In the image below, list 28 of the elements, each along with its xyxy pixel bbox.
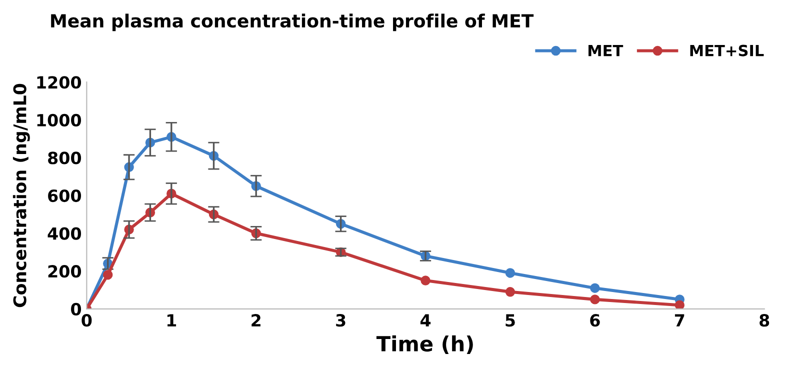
point [590,294,600,304]
x-tick-label: 3 [336,314,346,327]
legend-label: MET+SIL [690,44,764,56]
y-tick-label: 0 [71,302,82,316]
x-tick-label: 4 [420,314,431,326]
point [505,268,516,278]
x-tick-label: 8 [760,314,770,327]
point [102,270,113,280]
chart-title: Mean plasma concentration-time profile of MET [51,14,534,32]
x-tick-label: 0 [82,314,92,327]
y-tick-label: 1200 [37,76,82,89]
point [674,300,685,309]
point [420,276,430,286]
x-tick-label: 6 [590,314,600,327]
x-tick-label: 2 [252,314,260,326]
point [505,287,516,297]
x-tick-label: 7 [674,314,684,326]
x-axis-title: Time (h) [376,335,473,354]
y-tick-label: 600 [48,189,82,202]
y-tick-label: 400 [48,227,82,240]
x-tick-label: 5 [506,314,515,327]
x-tick-label: 1 [167,314,176,326]
y-tick-label: 1000 [37,114,82,126]
y-tick-label: 200 [48,265,82,278]
y-axis-title: Concentration (ng/mL0 [12,84,30,308]
y-tick-label: 800 [48,152,82,164]
point [590,283,600,293]
legend-label: MET [588,44,624,56]
